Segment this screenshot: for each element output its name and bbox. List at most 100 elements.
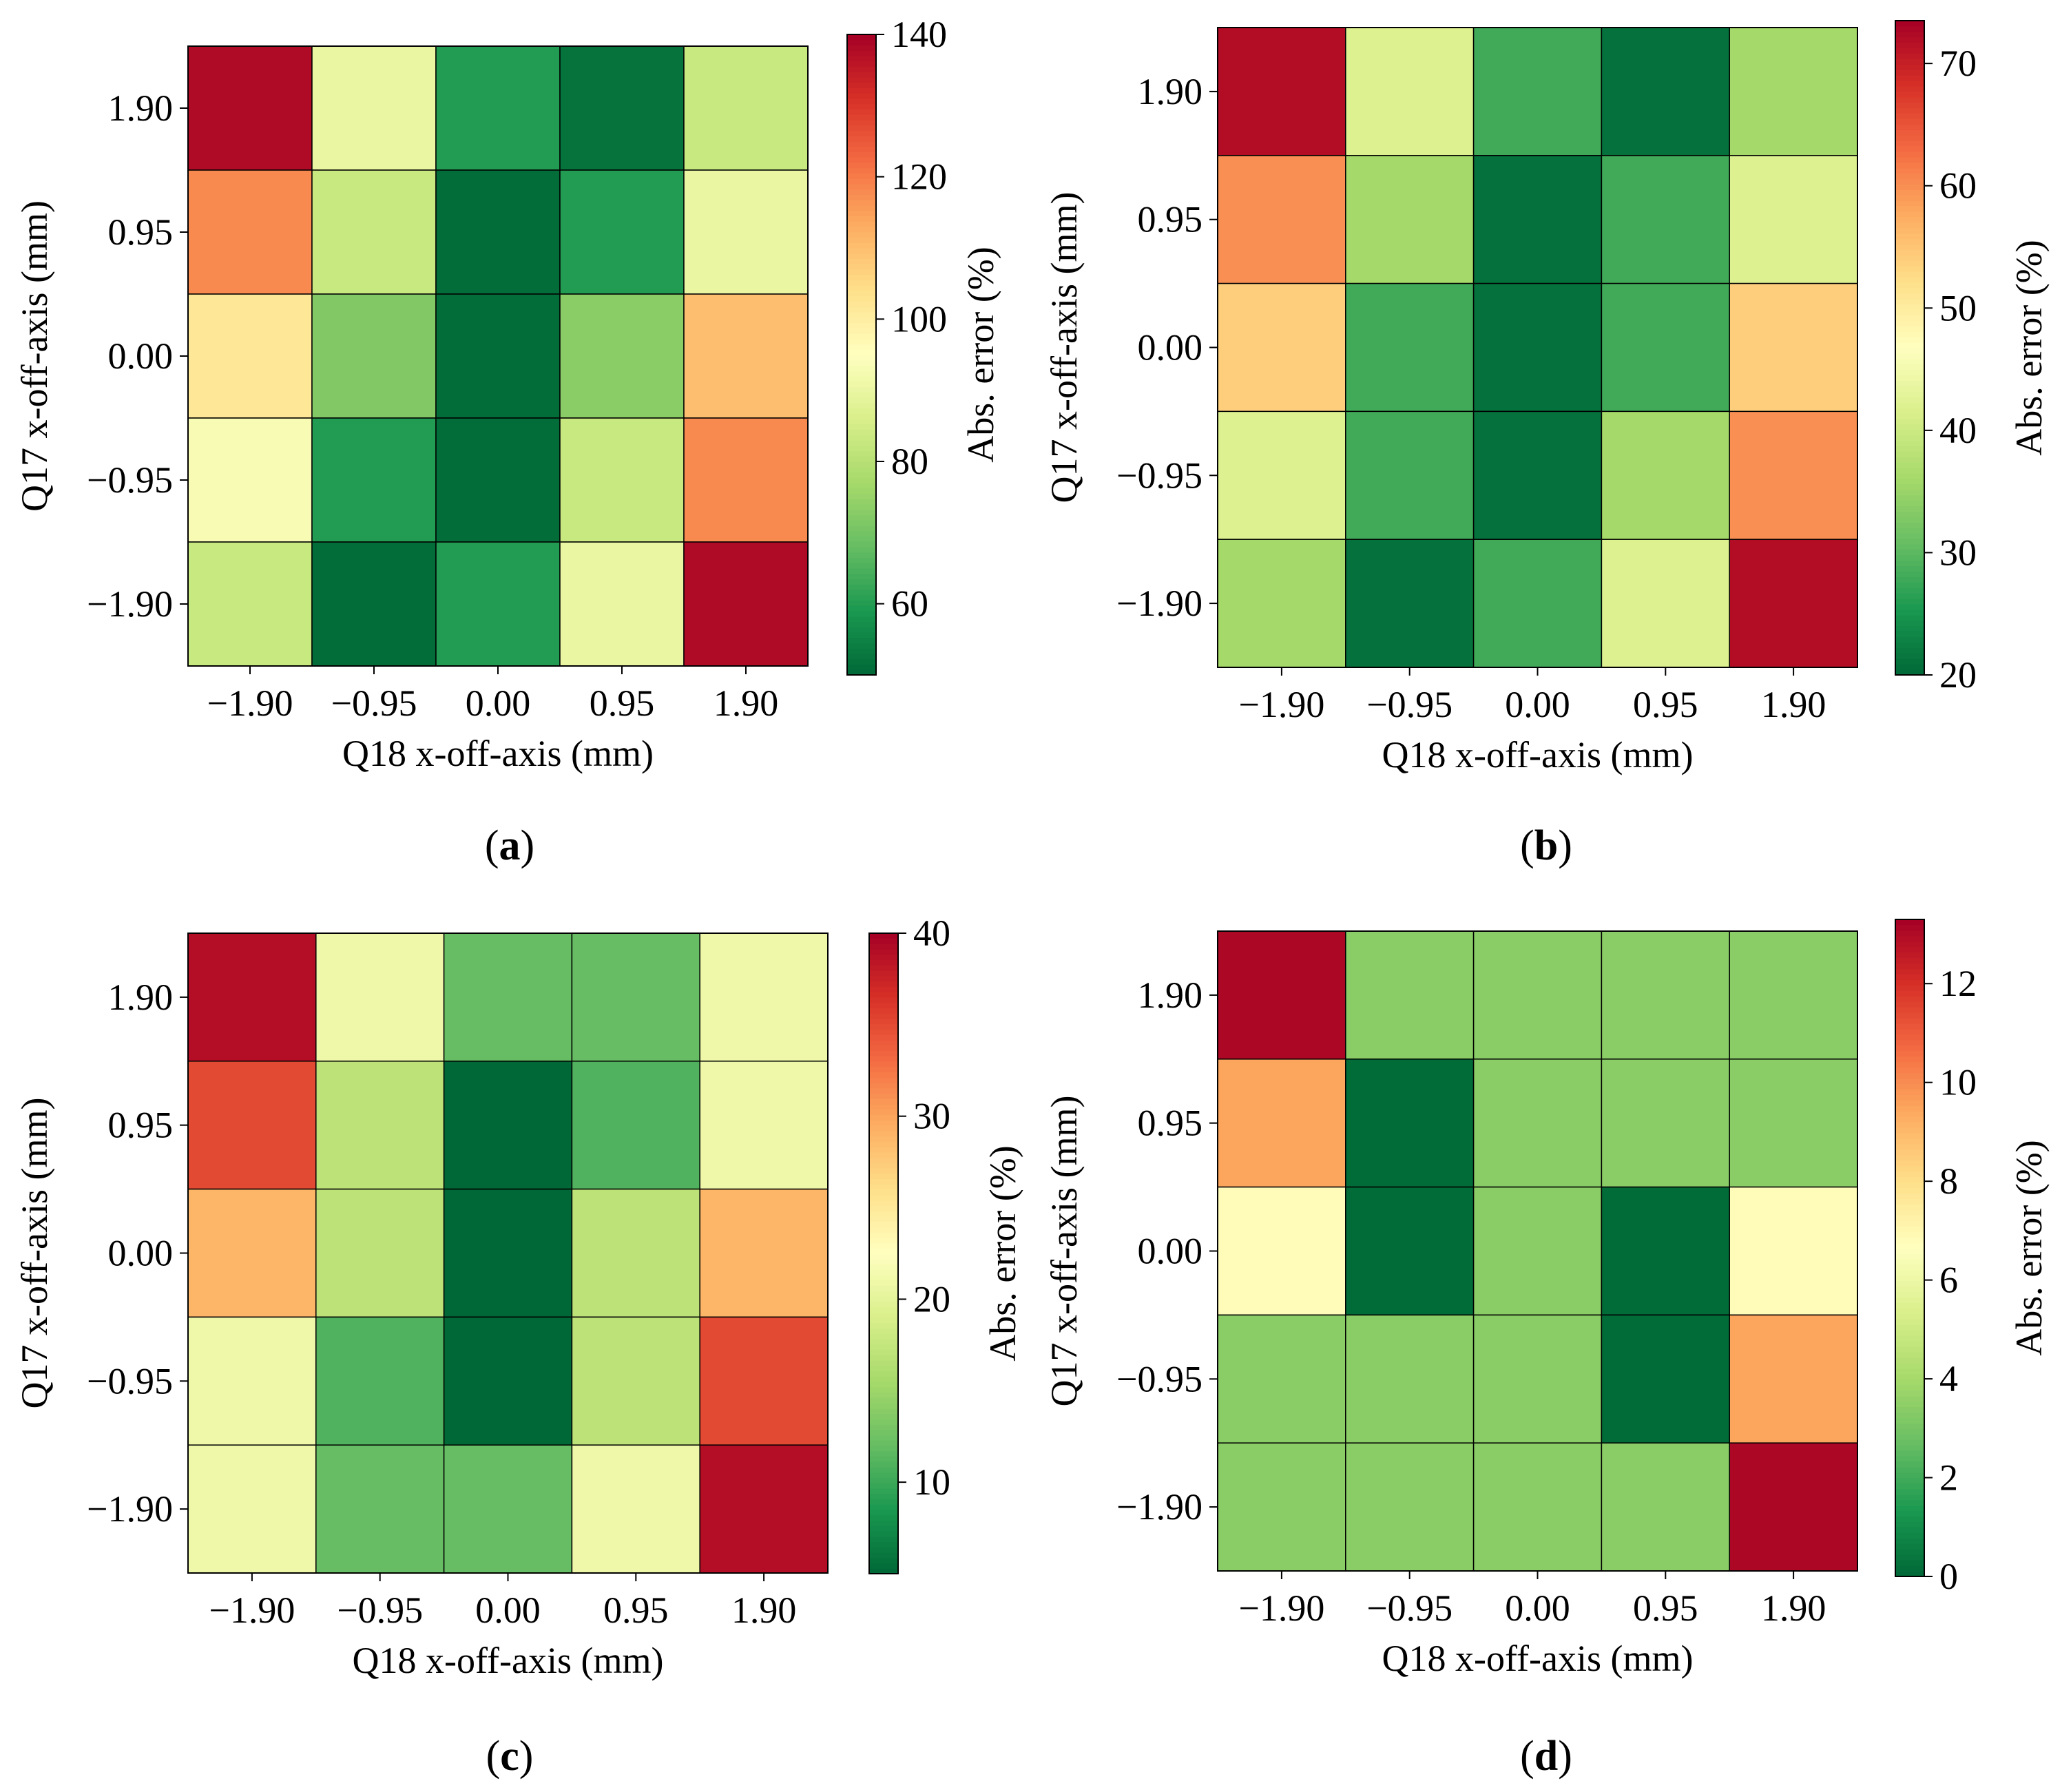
colorbar-segment	[1895, 527, 1924, 534]
colorbar-segment	[1895, 1094, 1924, 1101]
colorbar-segment	[847, 643, 876, 649]
colorbar-segment	[869, 1328, 898, 1334]
heatmap-cell-r1-c0	[187, 169, 313, 295]
colorbar-segment	[847, 295, 876, 302]
colorbar-segment	[869, 1034, 898, 1041]
colorbar-segment	[1895, 1532, 1924, 1539]
colorbar-segment	[847, 76, 876, 83]
heatmap-cell-r0-c3	[1601, 27, 1730, 156]
colorbar-segment	[847, 258, 876, 264]
heatmap-cell-r0-c4	[1729, 27, 1858, 156]
colorbar-segment	[847, 237, 876, 243]
y-tick-label: 0.95	[1138, 199, 1203, 240]
heatmap-cell-r0-c4	[1729, 930, 1858, 1060]
colorbar-segment	[1895, 413, 1924, 419]
colorbar-segment	[869, 1567, 898, 1574]
colorbar-segment	[869, 1178, 898, 1185]
colorbar-segment	[1895, 315, 1924, 321]
colorbar-segment	[847, 253, 876, 259]
panel-caption: (b)	[1520, 822, 1572, 869]
y-axis-label: Q17 x-off-axis (mm)	[1043, 1096, 1085, 1407]
colorbar-segment	[847, 514, 876, 521]
colorbar-segment	[1895, 489, 1924, 496]
colorbar-segment	[1895, 1505, 1924, 1512]
colorbar-segment	[847, 183, 876, 190]
colorbar-segment	[1895, 1258, 1924, 1265]
colorbar-segment	[869, 970, 898, 977]
colorbar-segment	[1895, 1127, 1924, 1134]
colorbar-segment	[847, 439, 876, 446]
heatmap-cell-r1-c3	[571, 1061, 700, 1190]
colorbar-tick-label: 20	[1939, 654, 1977, 696]
y-tick-label: 0.00	[108, 1233, 174, 1274]
colorbar-segment	[847, 519, 876, 526]
x-axis-label: Q18 x-off-axis (mm)	[1382, 734, 1694, 775]
colorbar-segment	[869, 1247, 898, 1254]
colorbar-segment	[847, 461, 876, 468]
heatmap-cell-r3-c0	[187, 1316, 317, 1446]
x-axis-label: Q18 x-off-axis (mm)	[1382, 1638, 1694, 1679]
colorbar-tick-label: 40	[913, 913, 950, 954]
colorbar-segment	[1895, 1340, 1924, 1347]
colorbar-segment	[847, 167, 876, 174]
x-tick-label: 0.95	[590, 683, 655, 724]
colorbar-segment	[1895, 358, 1924, 365]
colorbar-segment	[1895, 205, 1924, 212]
colorbar-segment	[869, 1146, 898, 1153]
colorbar-segment	[847, 263, 876, 270]
colorbar-segment	[847, 269, 876, 275]
colorbar-segment	[1895, 1247, 1924, 1254]
colorbar-segment	[1895, 1154, 1924, 1161]
colorbar-segment	[869, 1466, 898, 1473]
colorbar-segment	[847, 199, 876, 206]
colorbar-segment	[1895, 304, 1924, 311]
colorbar-segment	[869, 1445, 898, 1452]
heatmap-cell-r0-c1	[311, 45, 437, 171]
colorbar-segment	[1895, 1483, 1924, 1490]
colorbar-segment	[869, 1386, 898, 1393]
colorbar-segment	[869, 1136, 898, 1142]
colorbar-segment	[1895, 483, 1924, 490]
x-tick-label: −1.90	[207, 683, 293, 724]
x-tick-label: 0.00	[1505, 1587, 1570, 1629]
colorbar-segment	[847, 589, 876, 596]
colorbar-segment	[1895, 543, 1924, 550]
colorbar-segment	[869, 1338, 898, 1345]
colorbar-segment	[1895, 1242, 1924, 1249]
colorbar-segment	[869, 1371, 898, 1377]
colorbar-segment	[1895, 375, 1924, 381]
colorbar-label: Abs. error (%)	[2008, 240, 2050, 455]
colorbar-segment	[1895, 1269, 1924, 1276]
colorbar-segment	[869, 1072, 898, 1078]
colorbar-segment	[1895, 658, 1924, 665]
heatmap-cell-r0-c3	[1601, 930, 1730, 1060]
heatmap-cell-r4-c0	[187, 541, 313, 667]
heatmap-cell-r2-c3	[1601, 1186, 1730, 1316]
heatmap-cell-r4-c0	[1217, 1442, 1346, 1572]
colorbar-segment	[1895, 156, 1924, 163]
colorbar-segment	[847, 573, 876, 579]
colorbar-segment	[869, 1333, 898, 1340]
colorbar-segment	[847, 109, 876, 115]
colorbar-segment	[1895, 282, 1924, 289]
colorbar-segment	[847, 130, 876, 136]
colorbar-segment	[847, 92, 876, 99]
colorbar-segment	[1895, 151, 1924, 158]
colorbar-segment	[1895, 963, 1924, 970]
colorbar-segment	[847, 242, 876, 249]
colorbar-segment	[1895, 1373, 1924, 1380]
colorbar-segment	[869, 1546, 898, 1553]
colorbar-tick-label: 60	[1939, 165, 1977, 207]
colorbar-segment	[847, 194, 876, 200]
colorbar-segment	[1895, 107, 1924, 114]
heatmap-cell-r3-c4	[1729, 1314, 1858, 1444]
colorbar-segment	[847, 408, 876, 414]
x-tick-label: 0.95	[1633, 684, 1698, 725]
colorbar-segment	[847, 114, 876, 121]
colorbar-segment	[1895, 123, 1924, 130]
colorbar-segment	[1895, 1461, 1924, 1468]
heatmap-cell-r0-c1	[1345, 27, 1475, 156]
colorbar-segment	[1895, 1061, 1924, 1068]
colorbar-segment	[1895, 385, 1924, 392]
